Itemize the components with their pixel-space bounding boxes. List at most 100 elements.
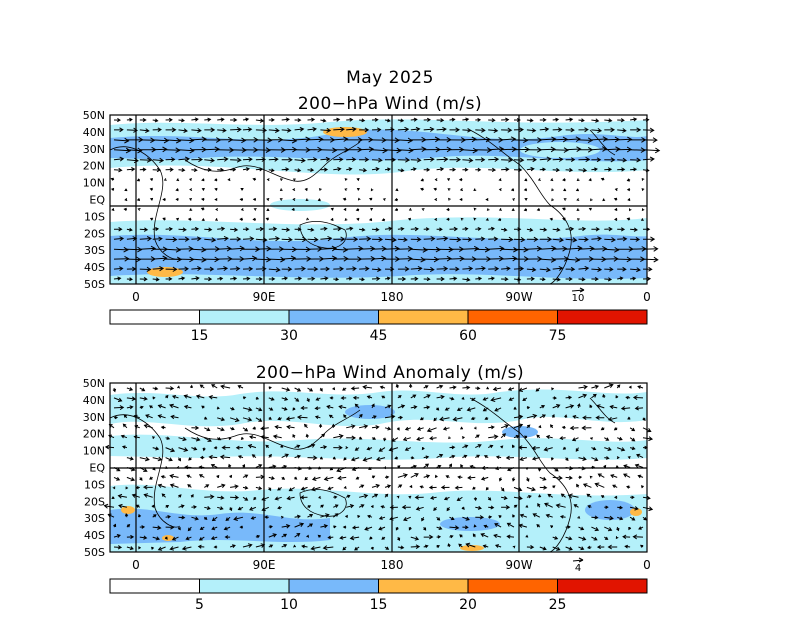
wind-vector [307,167,315,172]
wind-vector [113,137,130,144]
wind-vector [501,246,519,253]
wind-vector [615,395,619,399]
wind-vector [416,436,424,441]
wind-vector [560,493,566,498]
wind-vector [376,456,386,462]
wind-vector [371,493,379,498]
wind-vector [255,167,264,172]
wind-vector [525,504,529,508]
wind-vector [408,383,413,389]
wind-vector [235,445,244,450]
wind-vector [642,417,646,421]
longitude-label: 180 [381,290,404,304]
wind-vector [198,536,205,541]
latitude-label: 40N [83,394,105,407]
wind-vector [614,188,618,192]
wind-vector [124,188,128,192]
latitude-label: 30N [83,143,105,156]
wind-vector [442,426,450,431]
wind-vector [281,406,288,411]
wind-vector [369,197,373,201]
wind-vector [641,208,645,212]
wind-vector [229,474,233,478]
wind-vector [501,266,511,271]
wind-vector [126,476,136,482]
wind-vector [294,266,306,272]
wind-vector [552,536,559,540]
wind-vector [475,246,491,253]
anomaly-colorbar: 5 10 15 20 25 [109,578,648,613]
wind-vector [346,424,356,429]
wind-colorbar: 15 30 45 60 75 [109,309,648,344]
wind-vector [338,404,347,410]
wind-vector [488,226,495,231]
wind-vector [330,207,334,211]
wind-vector [629,427,636,432]
wind-vector [307,455,318,461]
wind-vector [624,544,631,549]
wind-vector [488,515,493,519]
wind-vector [622,534,631,540]
wind-vector [113,266,124,272]
wind-vector [539,117,547,122]
wind-vector [488,118,496,123]
wind-vector [410,473,419,478]
wind-vector [578,526,585,531]
colorbar-swatch [467,309,558,325]
wind-vector [344,218,348,221]
wind-vector [181,546,192,551]
wind-vector [397,266,410,272]
wind-vector [617,436,623,441]
wind-vector [307,236,319,243]
wind-vector [448,197,451,201]
wind-vector [446,178,450,181]
wind-vector [371,147,388,154]
wind-vector [149,217,154,221]
wind-vector [480,533,489,538]
wind-vector [354,447,360,451]
wind-vector [178,276,186,281]
wind-vector [342,546,347,551]
wind-vector [371,415,377,419]
wind-vector [501,146,517,153]
wind-vector [449,516,455,521]
wind-vector [449,266,460,272]
wind-vector [524,178,528,182]
wind-vector [332,456,336,460]
wind-vector [539,476,547,481]
wind-vector [281,117,290,122]
wind-vector [397,118,405,123]
wind-vector [162,197,166,202]
wind-vector [434,217,438,221]
wind-vector [549,217,553,221]
wind-vector [519,456,528,461]
wind-vector [229,507,233,512]
wind-vector [627,456,631,460]
wind-vector [578,245,595,252]
wind-vector [578,118,585,123]
wind-vector [307,157,318,162]
wind-vector [178,266,189,272]
wind-vector [371,127,382,133]
wind-vector [292,433,296,438]
wind-vector [216,474,220,478]
wind-vector [242,127,253,132]
wind-vector [604,246,620,253]
wind-vector [186,474,192,478]
wind-vector [552,237,564,243]
wind-vector [138,513,142,518]
wind-vector [333,226,342,232]
wind-vector [600,177,605,181]
wind-vector [397,226,405,231]
colorbar-label: 10 [280,597,298,613]
wind-vector [616,384,621,389]
wind-vector [497,217,502,222]
wind-vector [613,197,618,201]
wind-vector [473,497,478,502]
map-frame [109,114,648,285]
wind-vector [214,218,218,221]
wind-vector [617,266,627,272]
wind-vector [472,533,476,538]
wind-vector [242,276,251,281]
wind-vector [191,516,199,521]
